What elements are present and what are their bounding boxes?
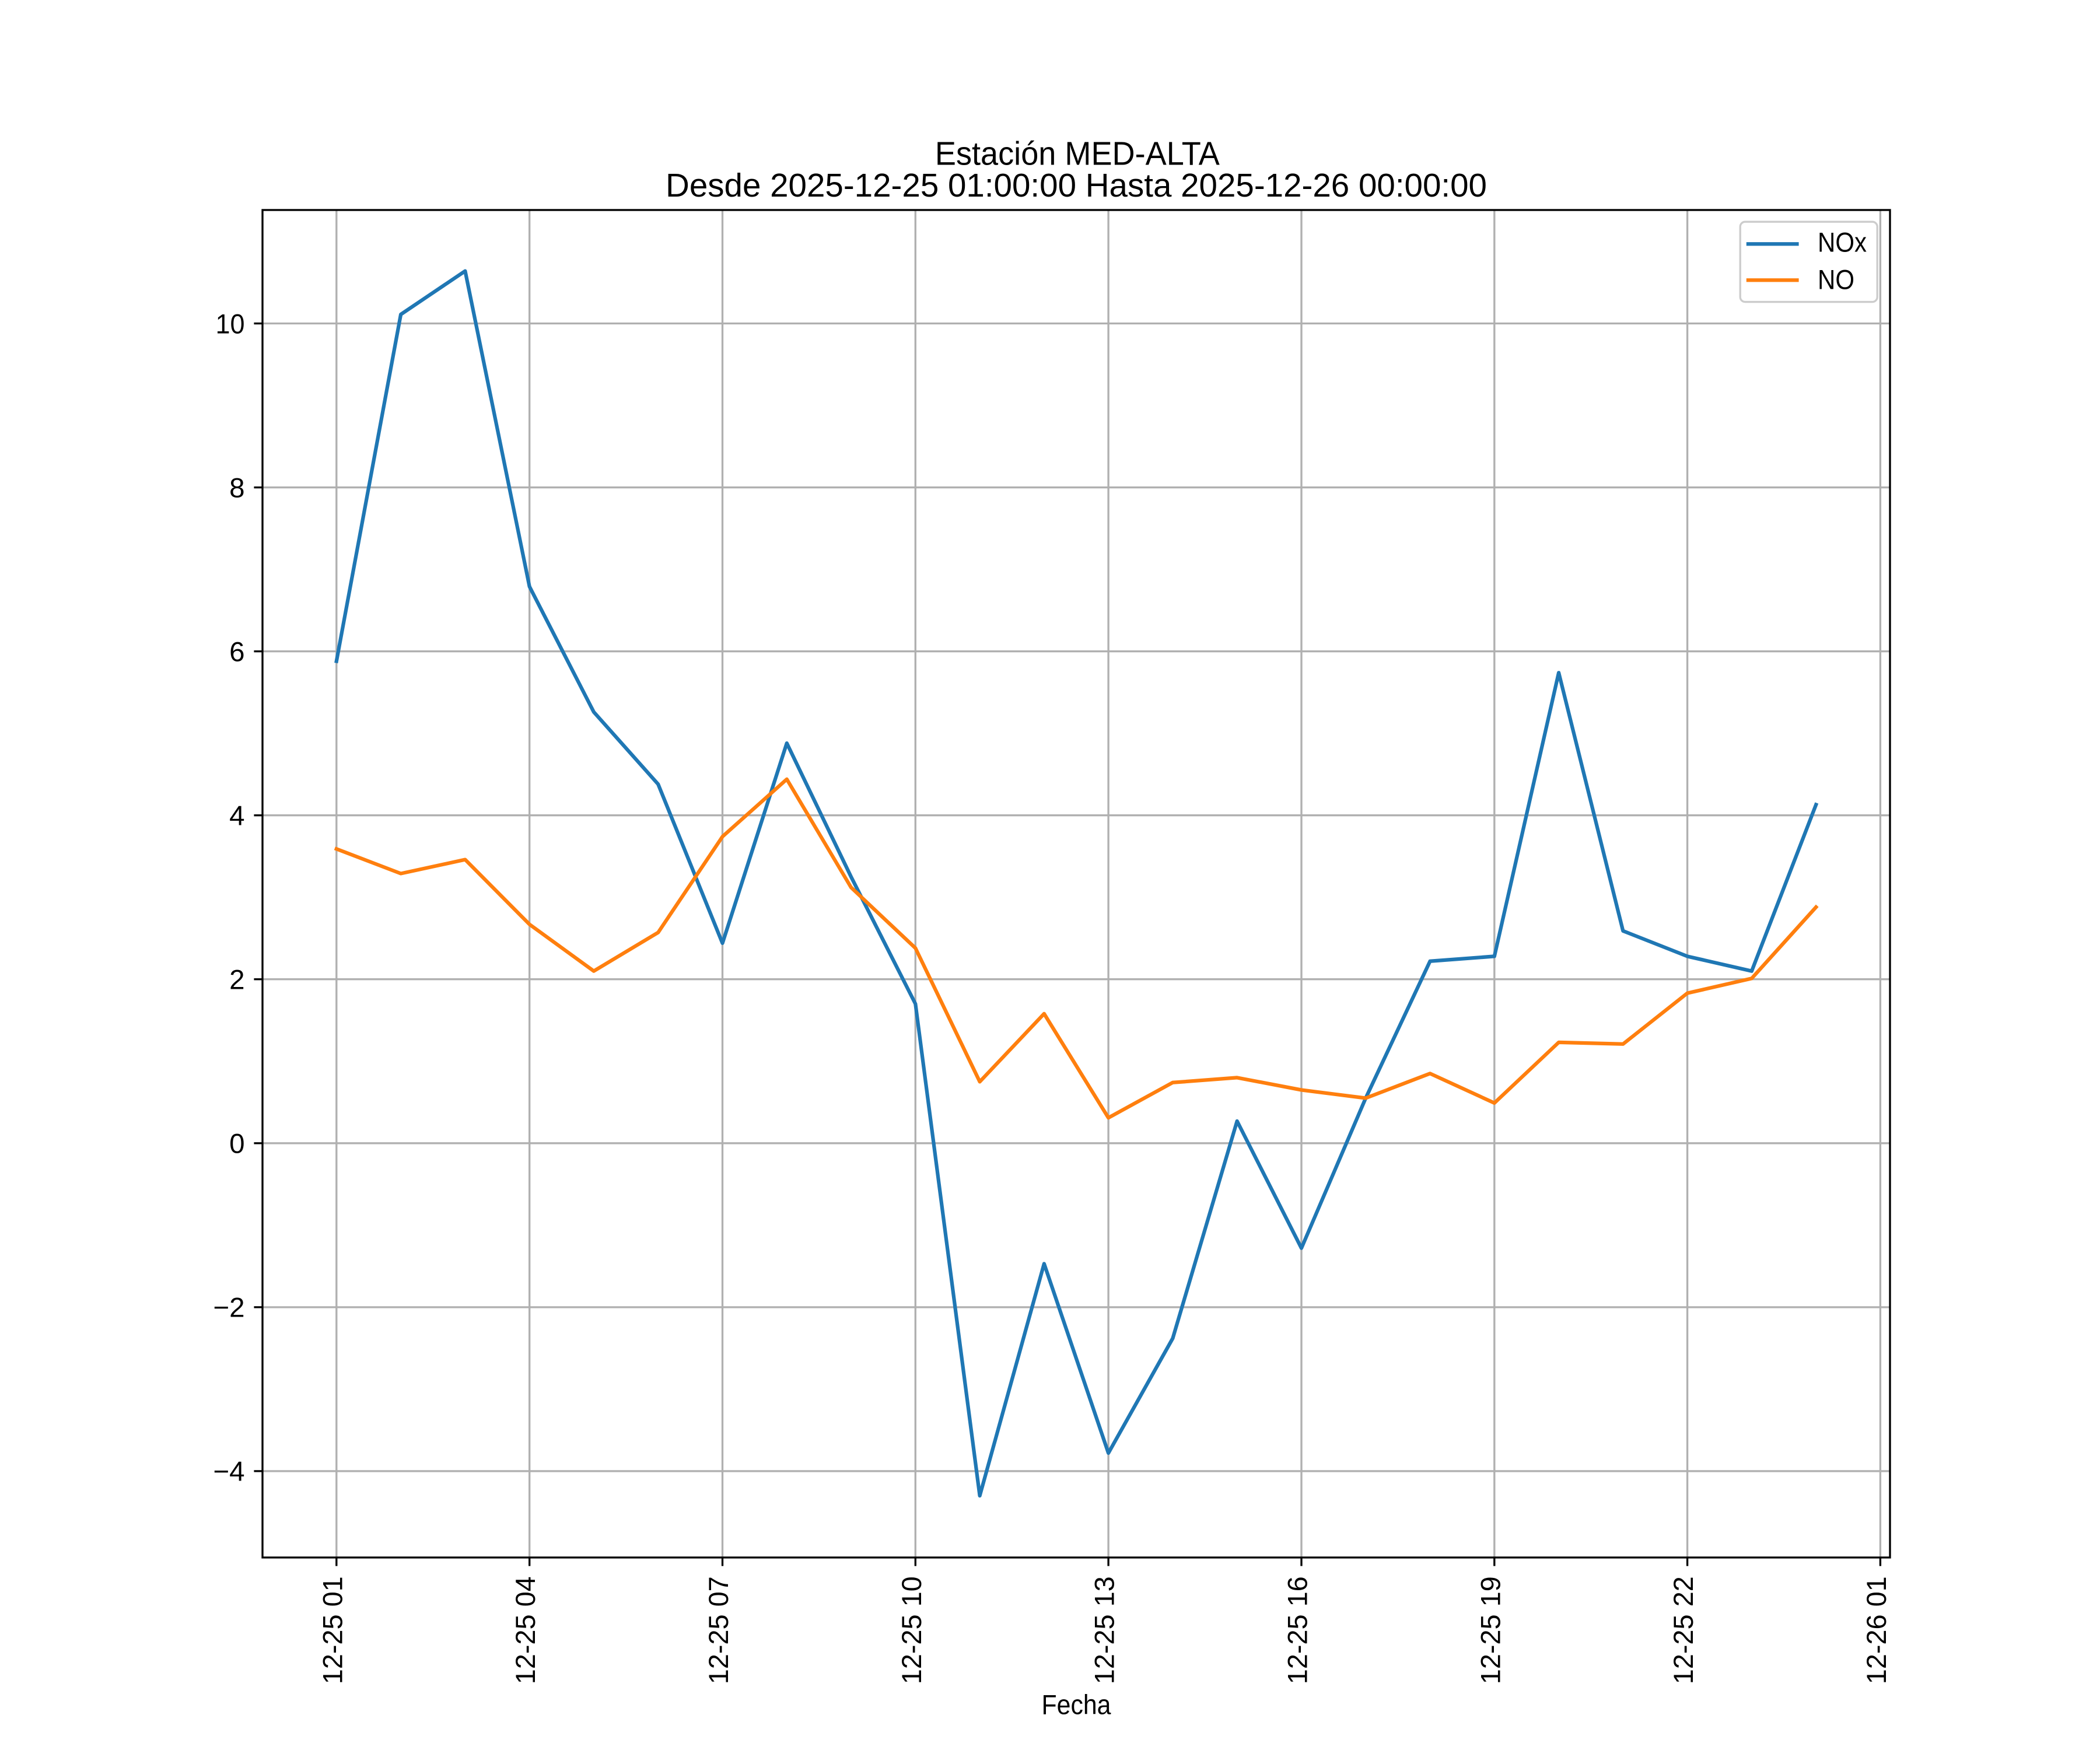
svg-text:8: 8 bbox=[229, 473, 244, 503]
svg-text:12-25 04: 12-25 04 bbox=[510, 1576, 541, 1684]
svg-text:Desde 2025-12-25 01:00:00 Hast: Desde 2025-12-25 01:00:00 Hasta 2025-12-… bbox=[666, 167, 1487, 204]
svg-text:0: 0 bbox=[229, 1129, 244, 1160]
svg-text:2: 2 bbox=[229, 965, 244, 996]
svg-text:12-25 07: 12-25 07 bbox=[704, 1576, 734, 1684]
svg-text:12-25 19: 12-25 19 bbox=[1475, 1576, 1506, 1684]
svg-text:Fecha: Fecha bbox=[1042, 1690, 1112, 1721]
svg-text:12-25 13: 12-25 13 bbox=[1090, 1576, 1121, 1684]
svg-text:−2: −2 bbox=[213, 1293, 244, 1324]
svg-text:12-26 01: 12-26 01 bbox=[1861, 1576, 1892, 1684]
svg-text:−4: −4 bbox=[213, 1457, 244, 1488]
svg-text:10: 10 bbox=[216, 309, 245, 340]
svg-text:6: 6 bbox=[229, 636, 244, 667]
svg-text:NOx: NOx bbox=[1818, 227, 1867, 258]
svg-text:Estación MED-ALTA: Estación MED-ALTA bbox=[935, 135, 1220, 173]
svg-text:4: 4 bbox=[229, 801, 244, 832]
svg-text:NO: NO bbox=[1818, 265, 1854, 296]
svg-text:12-25 10: 12-25 10 bbox=[897, 1576, 928, 1684]
svg-text:12-25 01: 12-25 01 bbox=[317, 1576, 348, 1684]
svg-text:12-25 16: 12-25 16 bbox=[1283, 1576, 1314, 1684]
svg-text:12-25 22: 12-25 22 bbox=[1668, 1576, 1699, 1684]
